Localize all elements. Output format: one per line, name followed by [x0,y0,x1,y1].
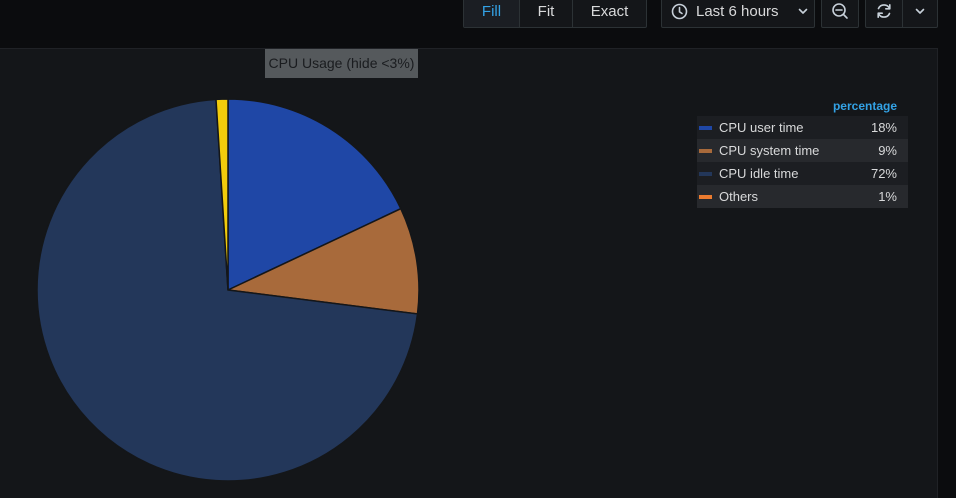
time-range-button[interactable]: Last 6 hours [662,0,814,27]
refresh-interval-dropdown[interactable] [903,0,937,27]
legend-item-value: 9% [878,143,897,158]
legend-item-label: CPU system time [719,143,820,158]
legend-item-cpu-idle-time[interactable]: CPU idle time 72% [697,162,908,185]
panel-fit-mode-group: Fill Fit Exact [463,0,647,28]
legend-swatch [699,148,712,153]
time-range-picker[interactable]: Last 6 hours [661,0,815,28]
pie-slice-others[interactable] [215,98,229,291]
pie-legend: percentage CPU user time 18% CPU system … [697,97,908,208]
refresh-button[interactable] [866,0,903,27]
pie-slice-cpu-user-time[interactable] [227,98,402,292]
legend-swatch [699,194,712,199]
pie-chart-panel: CPU Usage (hide <3%) percentage CPU user… [0,48,938,498]
fit-button[interactable]: Fit [520,0,573,27]
legend-item-value: 1% [878,189,897,204]
legend-item-value: 18% [870,120,897,135]
legend-item-label: Others [719,189,759,204]
chevron-down-icon [797,5,809,17]
refresh-picker [865,0,938,28]
legend-item-value: 72% [870,166,897,181]
zoom-out-seg[interactable] [822,0,858,27]
clock-icon [671,3,688,20]
legend-item-label: CPU user time [719,120,804,135]
pie-slice-cpu-idle-time[interactable] [36,98,419,482]
zoom-out-button[interactable] [821,0,859,28]
refresh-icon [875,2,893,20]
zoom-out-icon [831,2,849,20]
legend-swatch [699,125,712,130]
time-range-label: Last 6 hours [696,2,779,20]
chevron-down-icon [914,5,926,17]
legend-header[interactable]: percentage [832,99,897,113]
legend-item-cpu-system-time[interactable]: CPU system time 9% [697,139,908,162]
legend-item-others[interactable]: Others 1% [697,185,908,208]
legend-swatch [699,171,712,176]
pie-slice-cpu-system-time[interactable] [225,207,420,315]
dashboard-toolbar: Fill Fit Exact Last 6 hours [0,0,956,46]
legend-item-cpu-user-time[interactable]: CPU user time 18% [697,116,908,139]
panel-title[interactable]: CPU Usage (hide <3%) [265,49,418,78]
pie-chart [36,98,420,482]
legend-item-label: CPU idle time [719,166,799,181]
exact-button[interactable]: Exact [590,2,629,20]
fill-button[interactable]: Fill [464,0,520,27]
